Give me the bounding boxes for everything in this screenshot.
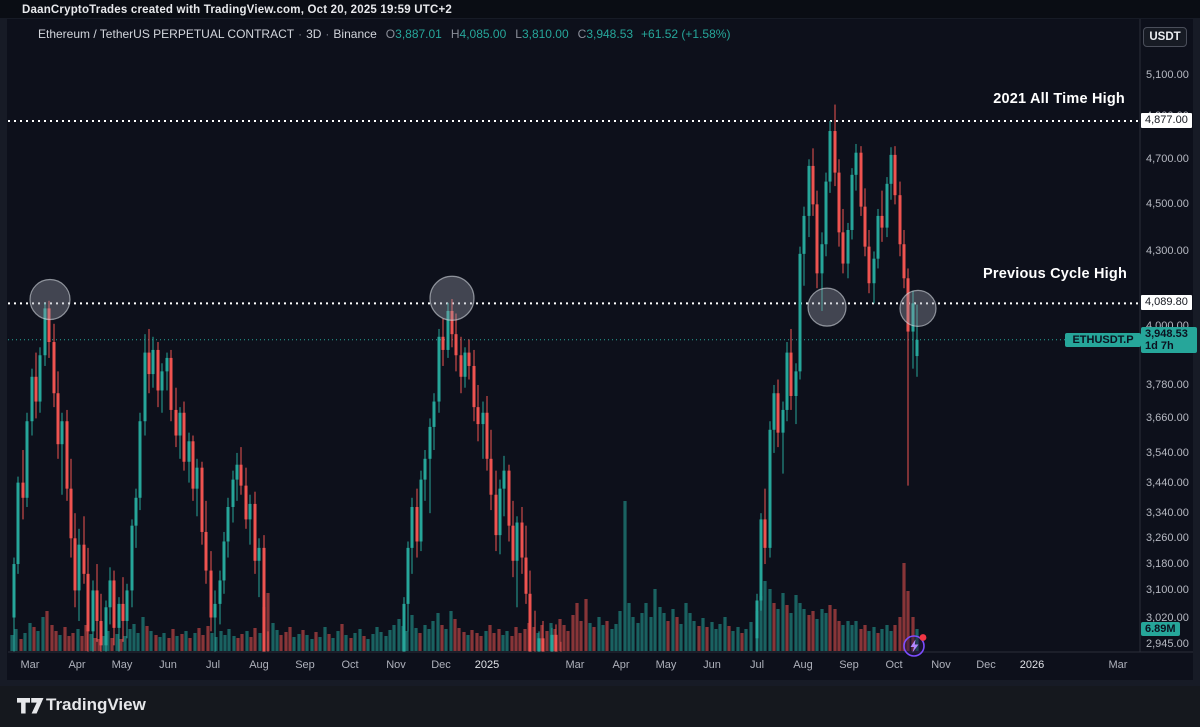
- price-tick: 3,340.00: [1146, 507, 1189, 520]
- price-tick: 2,945.00: [1146, 637, 1189, 650]
- ohlc-letter: C: [577, 27, 587, 41]
- ohlc-letter: H: [450, 27, 460, 41]
- time-tick-month: Mar: [1108, 659, 1128, 671]
- time-tick-month: Dec: [976, 659, 996, 671]
- time-tick-month: Dec: [431, 659, 451, 671]
- time-tick-month: May: [111, 659, 133, 671]
- notification-dot: [919, 634, 927, 641]
- interval-label[interactable]: 3D: [306, 27, 322, 41]
- price-tick: 3,780.00: [1146, 378, 1189, 391]
- change-value: +61.52 (+1.58%): [641, 27, 731, 41]
- ohlc-letter: L: [515, 27, 522, 41]
- symbol-price-tag[interactable]: ETHUSDT.P: [1065, 332, 1141, 347]
- time-tick-month: Oct: [341, 659, 359, 671]
- legend-separator: ·: [298, 27, 303, 41]
- time-tick-month: May: [655, 659, 677, 671]
- tradingview-logo-icon[interactable]: [17, 698, 44, 715]
- price-tick: 5,100.00: [1146, 68, 1189, 81]
- price-tick: 3,440.00: [1146, 476, 1189, 489]
- time-tick-month: Sep: [295, 659, 315, 671]
- time-tick-month: Apr: [68, 659, 86, 671]
- time-tick-month: Nov: [931, 659, 951, 671]
- annotation-price-label: 4,089.80: [1141, 295, 1192, 311]
- exchange-label: Binance: [333, 27, 377, 41]
- ohlc-value: 4,085.00: [459, 27, 507, 41]
- watermark-text: DaanCryptoTrades created with TradingVie…: [22, 4, 452, 16]
- annotation-2021-ath-text[interactable]: 2021 All Time High: [993, 91, 1125, 107]
- time-tick-month: Jun: [703, 659, 721, 671]
- price-tick: 3,180.00: [1146, 558, 1189, 571]
- last-price-label: 3,948.53 1d 7h: [1141, 326, 1197, 353]
- chart-legend[interactable]: Ethereum / TetherUS PERPETUAL CONTRACT · 3…: [38, 27, 730, 41]
- annotation-prev-cycle-high-text[interactable]: Previous Cycle High: [982, 266, 1127, 282]
- time-tick-month: Jul: [749, 659, 765, 671]
- lightning-bolt-icon: [910, 639, 919, 653]
- ohlc-letter: O: [385, 27, 396, 41]
- symbol-title[interactable]: Ethereum / TetherUS PERPETUAL CONTRACT: [38, 27, 295, 41]
- ohlc-value: 3,810.00: [521, 27, 569, 41]
- highlight-circle[interactable]: [429, 275, 475, 321]
- bar-countdown: 1d 7h: [1145, 339, 1174, 352]
- price-tick: 3,260.00: [1146, 532, 1189, 545]
- time-tick-year: 2025: [474, 659, 500, 671]
- ohlc-value: 3,948.53: [586, 27, 634, 41]
- time-tick-month: Apr: [612, 659, 630, 671]
- time-tick-year: 2026: [1019, 659, 1045, 671]
- ohlc-value: 3,887.01: [395, 27, 442, 41]
- ohlc-values: O3,887.01 H4,085.00 L3,810.00 C3,948.53: [377, 27, 633, 41]
- annotation-price-label: 4,877.00: [1141, 112, 1192, 128]
- price-tick: 3,100.00: [1146, 584, 1189, 597]
- time-tick-month: Oct: [885, 659, 903, 671]
- time-tick-month: Aug: [249, 659, 269, 671]
- highlight-circle[interactable]: [29, 278, 71, 321]
- highlight-circle[interactable]: [899, 289, 937, 327]
- price-tick: 4,700.00: [1146, 153, 1189, 166]
- currency-toggle-button[interactable]: USDT: [1143, 27, 1187, 47]
- price-tick: 3,020.00: [1146, 611, 1189, 624]
- legend-separator: ·: [325, 27, 330, 41]
- footer-bar: TradingView: [0, 686, 1200, 727]
- price-tick: 3,540.00: [1146, 446, 1189, 459]
- flash-events-icon[interactable]: [901, 631, 929, 659]
- highlight-circle[interactable]: [807, 287, 847, 327]
- price-tick: 3,660.00: [1146, 412, 1189, 425]
- price-tick: 4,500.00: [1146, 198, 1189, 211]
- time-tick-month: Mar: [565, 659, 585, 671]
- time-tick-month: Jun: [159, 659, 177, 671]
- time-tick-month: Jul: [205, 659, 221, 671]
- time-tick-month: Sep: [839, 659, 859, 671]
- time-tick-month: Mar: [20, 659, 40, 671]
- time-tick-month: Nov: [386, 659, 406, 671]
- price-tick: 4,300.00: [1146, 245, 1189, 258]
- time-tick-month: Aug: [793, 659, 813, 671]
- volume-label: 6.89M: [1141, 622, 1180, 636]
- tradingview-brand-text[interactable]: TradingView: [46, 695, 146, 714]
